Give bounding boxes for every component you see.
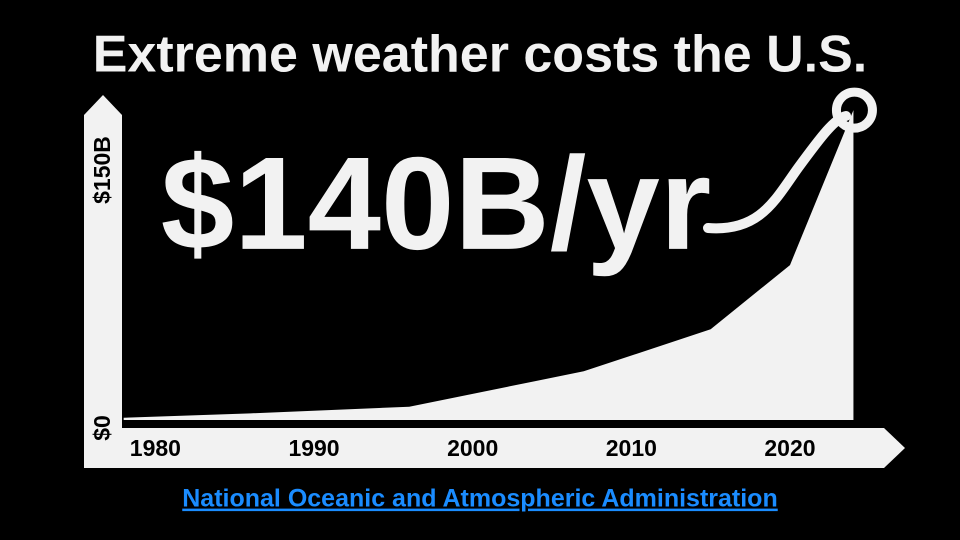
- y-tick-label: $0: [89, 415, 115, 441]
- source[interactable]: National Oceanic and Atmospheric Adminis…: [182, 485, 777, 513]
- source-link[interactable]: National Oceanic and Atmospheric Adminis…: [182, 485, 777, 513]
- x-tick-label: 2020: [764, 435, 815, 461]
- x-axis: [84, 428, 905, 468]
- area: [123, 110, 854, 420]
- plot: 1980 1990 2000 2010 2020 $0 $150B: [89, 87, 877, 461]
- peak-marker: [831, 87, 877, 133]
- x-tick-label: 2010: [606, 435, 657, 461]
- chart-title: Extreme weather costs the U.S.: [93, 26, 868, 84]
- annotation-curve: [703, 111, 851, 234]
- annotation: $140B/yr: [161, 130, 711, 277]
- y-tick-label: $150B: [89, 136, 115, 204]
- x-tick-label: 2000: [447, 435, 498, 461]
- x-tick-label: 1980: [130, 435, 181, 461]
- y-axis: [84, 95, 122, 428]
- x-tick-label: 1990: [288, 435, 339, 461]
